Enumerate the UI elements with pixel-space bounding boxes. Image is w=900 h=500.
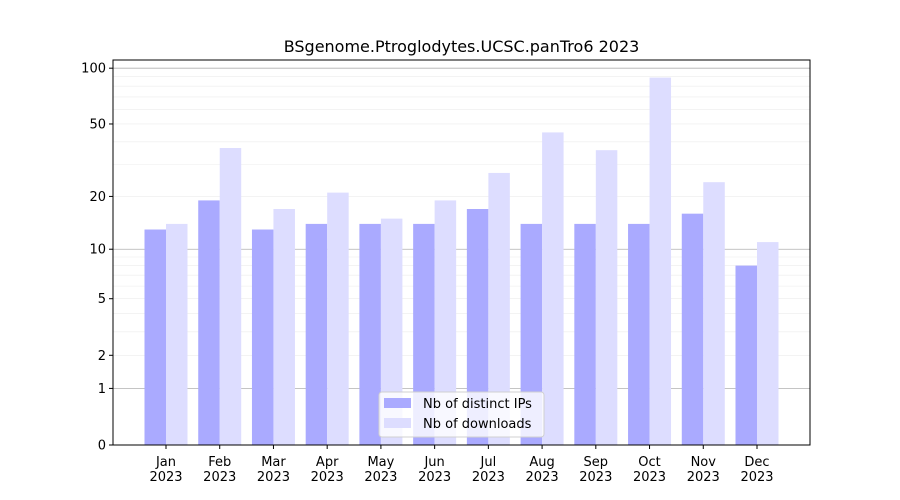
y-tick-label: 1 bbox=[98, 382, 106, 397]
bar-downloads bbox=[488, 172, 510, 445]
x-tick-label: Apr bbox=[316, 455, 339, 470]
bar-downloads bbox=[219, 148, 242, 446]
x-tick-label: Nov bbox=[691, 455, 717, 470]
x-tick-label: 2023 bbox=[472, 470, 505, 485]
bar-ips bbox=[198, 200, 220, 445]
x-tick-label: 2023 bbox=[687, 470, 720, 485]
y-tick-label: 20 bbox=[89, 190, 106, 205]
bar-downloads bbox=[166, 223, 188, 445]
legend-swatch bbox=[384, 398, 411, 408]
x-tick-label: 2023 bbox=[579, 470, 612, 485]
legend-label: Nb of distinct IPs bbox=[423, 397, 532, 412]
bar-downloads bbox=[595, 150, 618, 445]
x-tick-label: Sep bbox=[584, 455, 609, 470]
x-tick-label: 2023 bbox=[203, 470, 236, 485]
bar-downloads bbox=[703, 182, 725, 446]
x-tick-label: 2023 bbox=[364, 470, 397, 485]
bar-ips bbox=[681, 213, 704, 445]
legend-swatch bbox=[384, 418, 411, 428]
x-tick-label: Oct bbox=[638, 455, 660, 470]
bar-ips bbox=[359, 223, 381, 445]
bar-downloads bbox=[273, 209, 295, 445]
bar-ips bbox=[574, 223, 596, 445]
x-tick-label: Jan bbox=[155, 455, 176, 470]
y-tick-label: 2 bbox=[98, 349, 106, 364]
y-tick-label: 100 bbox=[81, 62, 106, 77]
bar-downloads bbox=[757, 242, 779, 445]
bar-ips bbox=[305, 223, 328, 445]
bar-downloads bbox=[380, 218, 403, 445]
x-tick-label: 2023 bbox=[149, 470, 182, 485]
x-tick-label: Dec bbox=[744, 455, 769, 470]
y-tick-label: 5 bbox=[98, 292, 106, 307]
legend-label: Nb of downloads bbox=[423, 417, 532, 432]
bar-ips bbox=[628, 223, 650, 445]
bar-downloads bbox=[327, 192, 349, 445]
x-tick-label: 2023 bbox=[257, 470, 290, 485]
bar-downloads bbox=[542, 132, 564, 445]
y-tick-label: 50 bbox=[89, 117, 106, 132]
x-tick-label: 2023 bbox=[740, 470, 773, 485]
legend: Nb of distinct IPs Nb of downloads bbox=[378, 391, 545, 438]
x-tick-label: Aug bbox=[529, 455, 554, 470]
x-tick-label: Mar bbox=[261, 455, 286, 470]
x-tick-label: May bbox=[367, 455, 394, 470]
bar-ips bbox=[251, 229, 274, 445]
bar-ips bbox=[466, 209, 489, 445]
bar-downloads bbox=[434, 200, 457, 445]
y-tick-label: 0 bbox=[98, 439, 106, 454]
bar-downloads bbox=[649, 77, 672, 445]
y-tick-label: 10 bbox=[89, 243, 106, 258]
chart-title: BSgenome.Ptroglodytes.UCSC.panTro6 2023 bbox=[284, 37, 640, 56]
bar-ips bbox=[144, 229, 166, 445]
x-tick-label: 2023 bbox=[418, 470, 451, 485]
plot-frame bbox=[112, 59, 811, 446]
bar-ips bbox=[413, 223, 435, 445]
x-tick-label: 2023 bbox=[311, 470, 344, 485]
bar-ips bbox=[735, 265, 757, 445]
bar-ips bbox=[520, 223, 543, 445]
x-tick-label: Jun bbox=[423, 455, 444, 470]
x-tick-label: Jul bbox=[480, 455, 497, 470]
x-tick-label: 2023 bbox=[526, 470, 559, 485]
x-tick-label: 2023 bbox=[633, 470, 666, 485]
x-tick-label: Feb bbox=[208, 455, 231, 470]
